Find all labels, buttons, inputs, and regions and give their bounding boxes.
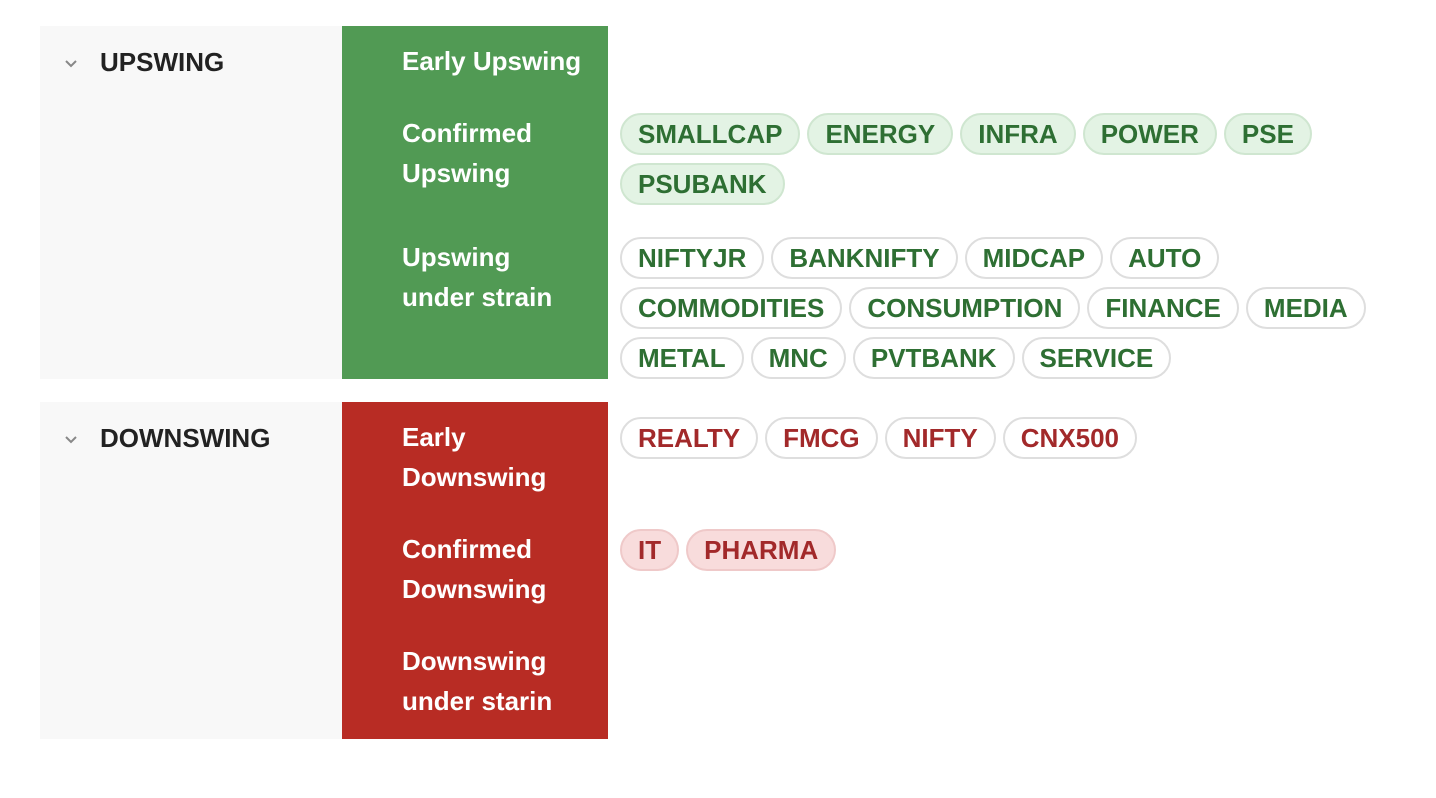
section-body: Early Downswing REALTY FMCG NIFTY CNX500 Conf… [342,402,1420,739]
section-title: DOWNSWING [100,423,271,453]
sector-tag: MEDIA [1245,287,1366,329]
sector-tag: PSE [1223,113,1312,155]
stage-row: Confirmed Upswing SMALLCAP ENERGY INFRA POWE… [342,113,1420,237]
section: UPSWING Early Upswing Confirmed Upswing SMA… [40,26,1420,379]
stage-row: Early Upswing [342,26,1420,113]
sector-tag: IT [620,529,680,571]
sector-tag: METAL [620,337,744,379]
tag-list [608,641,1420,739]
tag-list: IT PHARMA [608,529,1420,609]
stage-label: Downswing under starin [342,641,608,739]
stage-row: Downswing under starin [342,641,1420,739]
sector-tag: FMCG [765,417,878,459]
tag-list: NIFTYJR BANKNIFTY MIDCAP AUTO COMMODITIES CON… [608,237,1420,379]
section-body: Early Upswing Confirmed Upswing SMALLCAP EN… [342,26,1420,379]
tag-list: SMALLCAP ENERGY INFRA POWER PSE PSUBANK [608,113,1420,205]
sector-tag: SERVICE [1021,337,1172,379]
sector-tag: PHARMA [686,529,837,571]
stage-label: Early Upswing [342,26,608,113]
sector-tag: SMALLCAP [620,113,801,155]
sector-tag: REALTY [620,417,759,459]
swing-board: UPSWING Early Upswing Confirmed Upswing SMA… [40,26,1420,762]
sector-tag: ENERGY [807,113,954,155]
sector-tag: INFRA [960,113,1076,155]
sector-tag: NIFTYJR [620,237,765,279]
stage-label: Early Downswing [342,402,608,529]
sector-tag: AUTO [1110,237,1220,279]
stage-row: Upswing under strain NIFTYJR BANKNIFTY MIDC… [342,237,1420,379]
stage-label: Upswing under strain [342,237,608,379]
sector-tag: FINANCE [1087,287,1239,329]
stage-label: Confirmed Upswing [342,113,608,237]
stage-row: Confirmed Downswing IT PHARMA [342,529,1420,641]
section-header: DOWNSWING [40,402,342,739]
sector-tag: PVTBANK [852,337,1015,379]
sector-tag: CONSUMPTION [849,287,1081,329]
sector-tag: BANKNIFTY [771,237,958,279]
sector-tag: NIFTY [884,417,996,459]
chevron-icon [65,436,77,444]
collapse-chevron[interactable] [64,432,78,444]
tag-list: REALTY FMCG NIFTY CNX500 [608,402,1420,497]
sector-tag: PSUBANK [620,163,785,205]
chevron-icon [65,60,77,68]
section-header: UPSWING [40,26,342,379]
stage-row: Early Downswing REALTY FMCG NIFTY CNX500 [342,402,1420,529]
section: DOWNSWING Early Downswing REALTY FMCG NIFTY C… [40,402,1420,739]
collapse-chevron[interactable] [64,56,78,68]
sector-tag: POWER [1082,113,1217,155]
sector-tag: MNC [750,337,846,379]
sector-tag: MIDCAP [964,237,1104,279]
section-title: UPSWING [100,47,225,77]
tag-list [608,26,1420,81]
sector-tag: COMMODITIES [620,287,843,329]
stage-label: Confirmed Downswing [342,529,608,641]
sector-tag: CNX500 [1002,417,1138,459]
